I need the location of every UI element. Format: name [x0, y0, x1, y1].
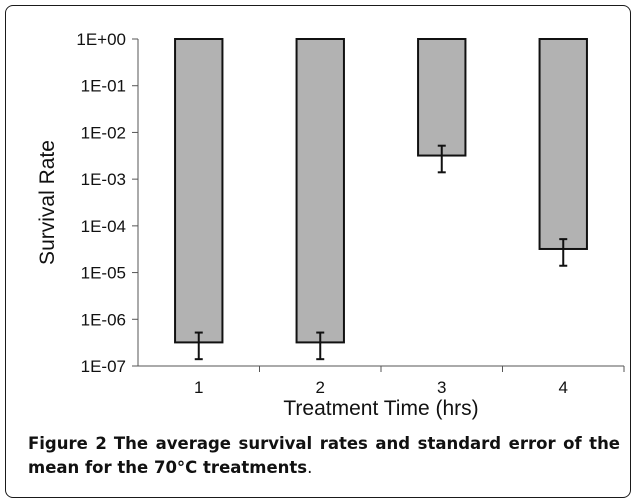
y-tick-label: 1E-03 [81, 170, 126, 189]
x-tick-label: 4 [559, 378, 568, 397]
bars-layer [174, 38, 588, 344]
bar-1 [174, 38, 224, 344]
figure-label: Figure 2 [28, 434, 107, 453]
figure-caption: Figure 2 The average survival rates and … [28, 432, 620, 480]
caption-trailing: . [307, 458, 313, 477]
y-axis-label: Survival Rate [36, 140, 59, 265]
y-tick-label: 1E-02 [81, 123, 126, 142]
x-axis-label: Treatment Time (hrs) [283, 397, 478, 420]
y-tick-label: 1E-04 [81, 217, 126, 236]
bar-3 [417, 38, 467, 157]
x-tick-label: 3 [437, 378, 446, 397]
x-axis-ticks: 1 2 3 4 [194, 366, 625, 397]
bar-chart: 1E+00 1E-01 1E-02 1E-03 1E-04 1E-05 1E-06 1E-07… [36, 30, 625, 420]
caption-text: The average survival rates and standard … [28, 434, 621, 477]
y-axis-ticks: 1E+00 1E-01 1E-02 1E-03 1E-04 1E-05 1E-06 1E-07 [76, 30, 138, 376]
figure-frame: 1E+00 1E-01 1E-02 1E-03 1E-04 1E-05 1E-06 1E-07… [5, 5, 631, 498]
y-tick-label: 1E-01 [81, 77, 126, 96]
bar-2 [295, 38, 345, 344]
error-bars-layer [194, 144, 568, 361]
y-tick-label: 1E-07 [81, 357, 126, 376]
y-tick-label: 1E-06 [81, 310, 126, 329]
y-tick-label: 1E-05 [81, 264, 126, 283]
y-tick-label: 1E+00 [76, 30, 126, 49]
x-tick-label: 1 [194, 378, 203, 397]
x-tick-label: 2 [316, 378, 325, 397]
bar-4 [538, 38, 588, 250]
